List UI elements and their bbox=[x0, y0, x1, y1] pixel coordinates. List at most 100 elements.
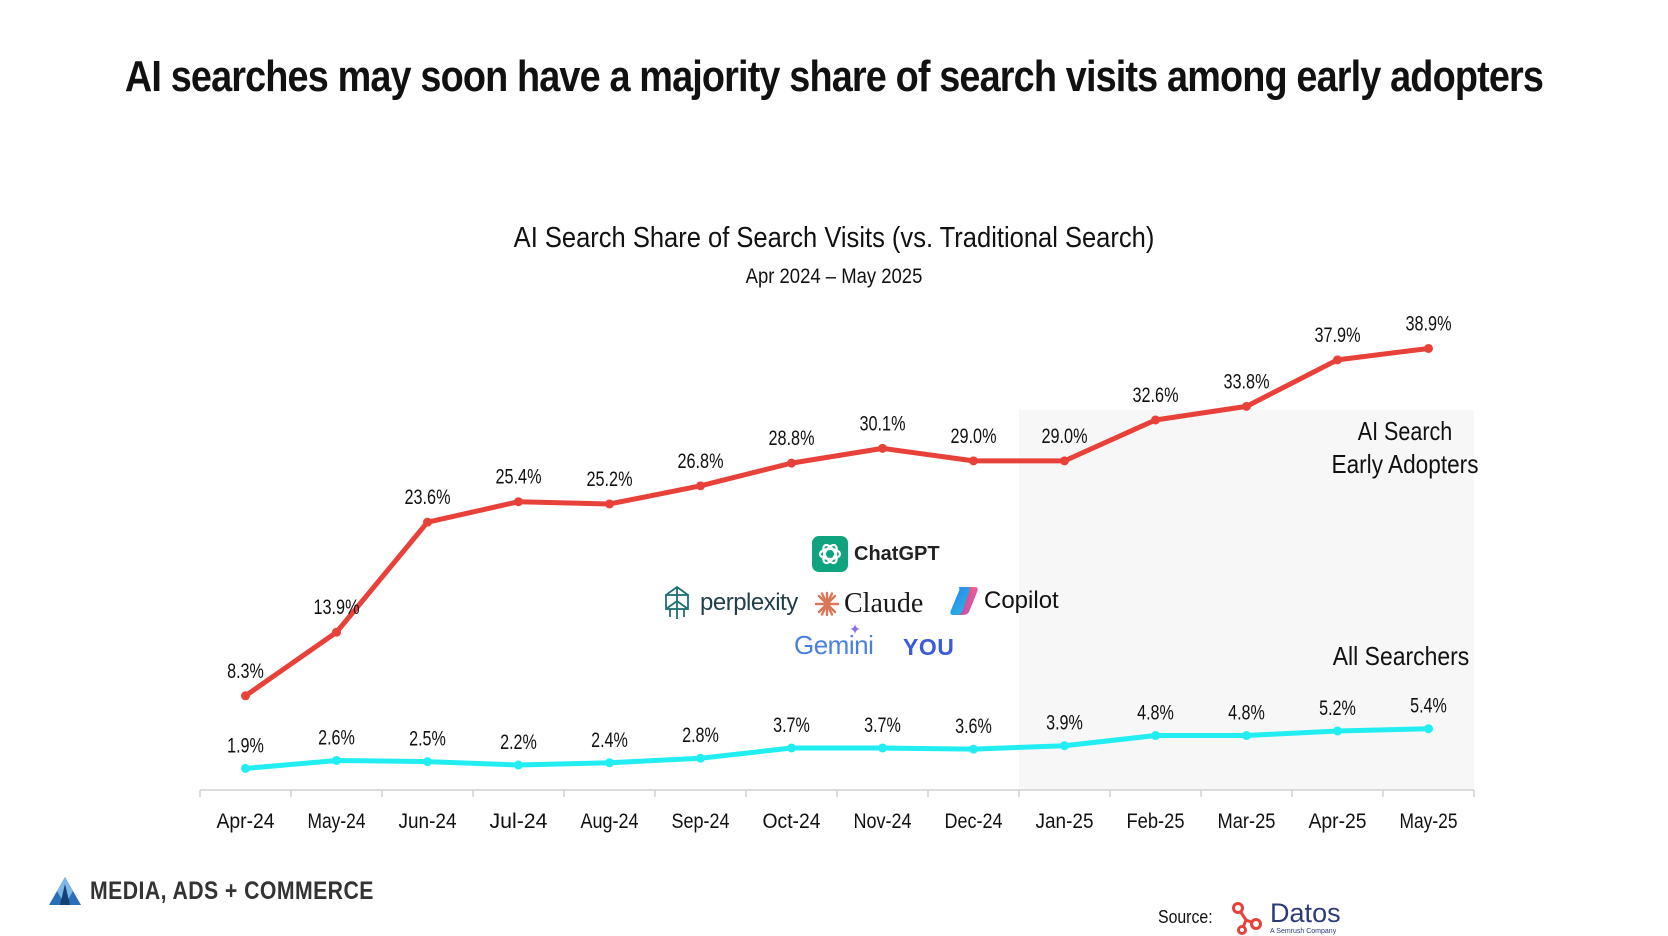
x-tick-label: May-24 bbox=[308, 810, 366, 833]
data-label: 2.8% bbox=[682, 724, 719, 747]
chart-title: AI Search Share of Search Visits (vs. Tr… bbox=[513, 222, 1155, 254]
x-tick-label: Aug-24 bbox=[581, 810, 639, 833]
x-tick-label: Jan-25 bbox=[1036, 810, 1094, 833]
perplexity-wordmark: perplexity bbox=[700, 589, 798, 616]
data-point bbox=[1151, 731, 1160, 741]
gemini-sparkle-icon bbox=[850, 624, 860, 634]
gemini-wordmark: Gemini bbox=[794, 630, 874, 660]
data-point bbox=[878, 743, 887, 753]
datos-tagline: A Semrush Company bbox=[1270, 928, 1337, 935]
series-name-ai-early-adopters: AI Search bbox=[1358, 416, 1453, 446]
data-point bbox=[1333, 726, 1342, 736]
data-point bbox=[969, 744, 978, 754]
copilot-icon bbox=[950, 587, 978, 615]
data-point bbox=[787, 458, 796, 468]
chatgpt-icon bbox=[812, 536, 848, 572]
data-point bbox=[423, 757, 432, 767]
data-label: 29.0% bbox=[951, 425, 997, 448]
data-point bbox=[1242, 731, 1251, 741]
footer-brand: MEDIA, ADS + COMMERCE bbox=[48, 876, 424, 906]
data-label: 3.6% bbox=[955, 715, 992, 738]
claude-wordmark: Claude bbox=[844, 588, 924, 619]
data-point bbox=[1151, 415, 1160, 425]
all-searchers-line bbox=[245, 726, 1429, 771]
you-wordmark: YOU bbox=[903, 634, 955, 660]
data-point bbox=[969, 456, 978, 466]
data-point bbox=[1424, 724, 1433, 734]
data-label: 1.9% bbox=[227, 734, 264, 757]
data-label: 30.1% bbox=[860, 412, 906, 435]
data-label: 38.9% bbox=[1406, 312, 1452, 335]
data-label: 29.0% bbox=[1042, 425, 1088, 448]
data-label: 25.2% bbox=[587, 468, 633, 491]
data-label: 4.8% bbox=[1228, 702, 1265, 725]
series-name-all-searchers: All Searchers bbox=[1333, 641, 1470, 671]
data-point bbox=[332, 755, 341, 765]
data-point bbox=[1242, 401, 1251, 411]
data-point bbox=[1424, 343, 1433, 353]
source-label: Source: bbox=[1158, 907, 1213, 927]
data-label: 28.8% bbox=[769, 427, 815, 450]
data-label: 23.6% bbox=[405, 486, 451, 509]
series-name-ai-early-adopters: Early Adopters bbox=[1332, 449, 1479, 479]
data-point bbox=[605, 758, 614, 768]
x-tick-label: Mar-25 bbox=[1218, 810, 1276, 833]
data-point bbox=[1060, 741, 1069, 751]
data-label: 8.3% bbox=[227, 660, 264, 683]
x-tick-label: Dec-24 bbox=[945, 810, 1003, 833]
data-label: 25.4% bbox=[496, 466, 542, 489]
data-point bbox=[332, 627, 341, 637]
copilot-logo: Copilot bbox=[948, 586, 1059, 616]
forecast-highlight-region bbox=[1019, 410, 1474, 790]
chart-subtitle: Apr 2024 – May 2025 bbox=[745, 265, 923, 288]
data-point bbox=[423, 517, 432, 527]
data-label: 2.5% bbox=[409, 728, 446, 751]
x-tick-label: Apr-25 bbox=[1309, 810, 1367, 833]
chatgpt-logo: ChatGPT bbox=[812, 536, 940, 572]
data-label: 3.7% bbox=[773, 714, 810, 737]
data-point bbox=[605, 499, 614, 509]
copilot-wordmark: Copilot bbox=[984, 587, 1059, 614]
x-tick-label: Nov-24 bbox=[854, 810, 912, 833]
data-point bbox=[241, 763, 250, 773]
footer-brand-text: MEDIA, ADS + COMMERCE bbox=[90, 876, 374, 905]
x-tick-label: Apr-24 bbox=[217, 810, 275, 833]
data-label: 37.9% bbox=[1315, 324, 1361, 347]
data-label: 4.8% bbox=[1137, 702, 1174, 725]
x-tick-label: Sep-24 bbox=[672, 810, 730, 833]
data-label: 32.6% bbox=[1133, 384, 1179, 407]
ai-early-adopters-line bbox=[244, 346, 1429, 698]
data-point bbox=[696, 753, 705, 763]
data-label: 33.8% bbox=[1224, 370, 1270, 393]
you-logo: YOU bbox=[903, 634, 954, 661]
data-label: 3.7% bbox=[864, 714, 901, 737]
claude-logo: Claude bbox=[814, 588, 923, 620]
x-tick-label: Jun-24 bbox=[399, 810, 457, 833]
data-label: 5.2% bbox=[1319, 697, 1356, 720]
claude-sunburst-icon bbox=[814, 591, 840, 617]
x-tick-label: Jul-24 bbox=[490, 810, 548, 833]
data-point bbox=[878, 443, 887, 453]
data-point bbox=[1333, 355, 1342, 365]
gemini-logo: Gemini bbox=[794, 624, 874, 661]
data-point bbox=[241, 691, 250, 701]
data-point bbox=[696, 481, 705, 491]
brand-triangle-icon bbox=[49, 877, 81, 905]
data-label: 13.9% bbox=[314, 596, 360, 619]
x-tick-label: Feb-25 bbox=[1127, 810, 1185, 833]
data-point bbox=[1060, 456, 1069, 466]
data-label: 3.9% bbox=[1046, 712, 1083, 735]
headline: AI searches may soon have a majority sha… bbox=[124, 52, 1544, 101]
source-attribution: Source: Datos A Semrush Company bbox=[1158, 898, 1341, 936]
datos-wordmark: Datos bbox=[1270, 898, 1341, 928]
chatgpt-wordmark: ChatGPT bbox=[854, 542, 940, 565]
data-point bbox=[787, 743, 796, 753]
data-point bbox=[514, 760, 523, 770]
perplexity-icon bbox=[665, 586, 689, 619]
data-label: 26.8% bbox=[678, 450, 724, 473]
data-point bbox=[514, 497, 523, 507]
x-tick-label: May-25 bbox=[1400, 810, 1458, 833]
data-label: 2.6% bbox=[318, 726, 355, 749]
data-label: 5.4% bbox=[1410, 695, 1447, 718]
